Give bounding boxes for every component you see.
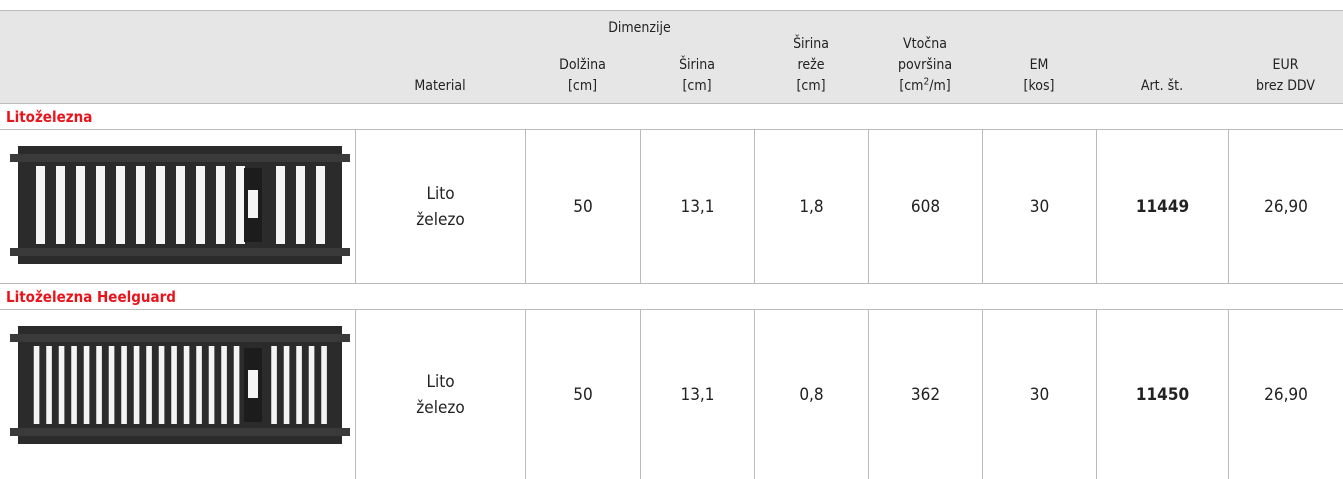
product-image xyxy=(10,320,350,450)
value-cell: 13,1 xyxy=(640,310,754,479)
header-label: [cm] xyxy=(682,76,711,97)
grate-part xyxy=(184,346,190,424)
grate-part xyxy=(321,346,327,424)
grate-part xyxy=(96,166,105,244)
page: Dimenzije (() => { const data = JSON.par… xyxy=(0,0,1343,479)
header-label: [cm] xyxy=(796,76,825,97)
value-cell: 26,90 xyxy=(1228,310,1343,479)
section-title: Litoželezna Heelguard xyxy=(0,283,1343,310)
header-label: Art. št. xyxy=(1141,76,1183,97)
header-cell: Material xyxy=(355,10,525,103)
grate-part xyxy=(134,346,140,424)
value-cell: 0,8 xyxy=(754,310,868,479)
grate-part xyxy=(136,166,145,244)
grate-part xyxy=(196,346,202,424)
grate-part xyxy=(34,346,40,424)
value-cell: 1,8 xyxy=(754,130,868,283)
header-cell: EM[kos] xyxy=(982,10,1096,103)
grate-part xyxy=(309,346,315,424)
material-line: Lito xyxy=(426,369,454,395)
grate-part xyxy=(276,166,285,244)
header-label: brez DDV xyxy=(1256,76,1315,97)
grate-part xyxy=(10,248,350,256)
header-label: Širina xyxy=(793,34,829,55)
grate-part xyxy=(156,166,165,244)
value-cell: 608 xyxy=(868,130,982,283)
unit-text: /m] xyxy=(929,78,950,94)
grate-part xyxy=(121,346,127,424)
header-cell: Art. št. xyxy=(1096,10,1228,103)
header-label: EUR xyxy=(1273,55,1299,76)
value-cell: 50 xyxy=(525,130,640,283)
grate-part xyxy=(109,346,115,424)
unit-text: [cm xyxy=(899,78,923,94)
grate-part xyxy=(284,346,290,424)
header-label: Dolžina xyxy=(559,55,606,76)
header-label: [cm2/m] xyxy=(899,76,950,97)
grate-part xyxy=(116,166,125,244)
header-cell: Dolžina[cm] xyxy=(525,10,640,103)
value-cell: 26,90 xyxy=(1228,130,1343,283)
value-cell: 50 xyxy=(525,310,640,479)
grate-part xyxy=(18,326,342,444)
material-line: železo xyxy=(416,395,465,421)
value-cell: 30 xyxy=(982,310,1096,479)
header-label: reže xyxy=(798,55,825,76)
grate-part xyxy=(10,428,350,436)
grate-part xyxy=(196,166,205,244)
header-label: Material xyxy=(414,76,465,97)
header-cell: Širina[cm] xyxy=(640,10,754,103)
header-label: površina xyxy=(898,55,952,76)
value-cell: 13,1 xyxy=(640,130,754,283)
value-cell: 11449 xyxy=(1096,130,1228,283)
section-title: Litoželezna xyxy=(0,103,1343,130)
header-label: Vtočna xyxy=(903,34,947,55)
header-label: [kos] xyxy=(1024,76,1055,97)
grate-part xyxy=(84,346,90,424)
grate-part xyxy=(248,370,258,398)
grate-part xyxy=(10,334,350,342)
grate-part xyxy=(71,346,77,424)
grate-part xyxy=(46,346,52,424)
material-line: železo xyxy=(416,207,465,233)
grate-part xyxy=(96,346,102,424)
grate-part xyxy=(76,166,85,244)
grate-part xyxy=(171,346,177,424)
grate-part xyxy=(36,166,45,244)
header-label: EM xyxy=(1030,55,1049,76)
grate-part xyxy=(221,346,227,424)
grate-part xyxy=(296,166,305,244)
grate-part xyxy=(248,190,258,218)
product-image xyxy=(10,140,350,270)
value-cell: 11450 xyxy=(1096,310,1228,479)
grate-part xyxy=(59,346,65,424)
value-cell: 30 xyxy=(982,130,1096,283)
grate-part xyxy=(296,346,302,424)
grate-part xyxy=(56,166,65,244)
grate-part xyxy=(146,346,152,424)
grate-part xyxy=(234,346,240,424)
grate-part xyxy=(216,166,225,244)
value-cell: 362 xyxy=(868,310,982,479)
grate-part xyxy=(176,166,185,244)
grate-part xyxy=(209,346,215,424)
grate-part xyxy=(316,166,325,244)
grate-part xyxy=(271,346,277,424)
grate-part xyxy=(236,166,245,244)
grate-part xyxy=(10,154,350,162)
header-label: Širina xyxy=(679,55,715,76)
header-label: [cm] xyxy=(568,76,597,97)
grate-part xyxy=(159,346,165,424)
material-line: Lito xyxy=(426,181,454,207)
